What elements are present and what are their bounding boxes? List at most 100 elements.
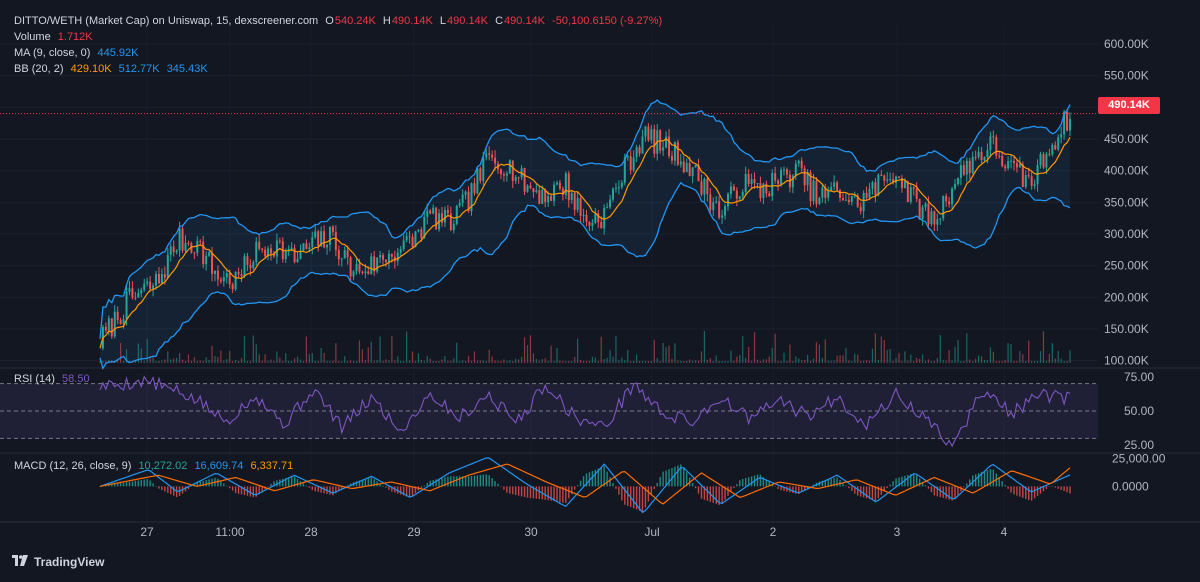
time-axis-label: 29 [407,525,421,539]
symbol-legend: DITTO/WETH (Market Cap) on Uniswap, 15, … [14,14,666,28]
volume-bar [373,360,375,363]
volume-bar [806,354,809,363]
macd-histogram-bar [983,471,986,487]
macd-histogram-bar [659,476,661,487]
candle-body [662,147,665,151]
time-axis-label: Jul [644,525,659,539]
candle-body [1066,111,1069,131]
candle-body [426,210,429,217]
volume-bar [173,358,175,363]
volume-bar [762,359,764,363]
volume-bar [296,356,299,363]
macd-histogram-bar [668,469,670,487]
candle-body [880,174,883,176]
volume-bar [759,360,762,363]
candle-body [697,164,700,182]
macd-histogram-bar [966,483,968,487]
macd-histogram-bar [591,471,594,487]
volume-bar [417,353,420,363]
volume-bar [164,359,166,363]
macd-histogram-bar [229,486,231,489]
macd-histogram-bar [456,476,458,487]
volume-bar [674,343,676,363]
candle-body [865,192,868,198]
macd-histogram-bar [641,486,644,512]
macd-histogram-bar [429,480,431,487]
candle-body [959,165,962,178]
rsi-axis-label: 50.00 [1124,404,1154,418]
candle-body [794,163,797,176]
macd-histogram-bar [874,486,877,501]
volume-bar [594,357,596,363]
macd-histogram-bar [774,486,776,487]
macd-histogram-bar [892,481,894,487]
macd-histogram-bar [889,484,891,487]
candle-body [211,252,214,274]
candle-body [844,199,847,201]
candle-body [364,271,367,273]
macd-histogram-bar [461,476,464,487]
candle-body [862,192,865,212]
volume-bar [547,360,549,363]
candle-body [638,147,641,154]
candle-body [122,319,125,324]
candle-body [712,202,715,211]
candle-body [647,126,650,141]
candle-body [429,210,432,214]
macd-histogram-bar [768,481,770,487]
volume-bar [352,360,355,363]
macd-histogram-bar [762,477,765,487]
candle-body [780,169,783,184]
candle-body [547,196,550,203]
volume-bar [326,360,328,363]
volume-bar [792,360,794,363]
volume-bar [255,344,257,363]
candle-body [491,154,494,158]
macd-histogram-bar [382,485,384,487]
macd-histogram-bar [712,486,714,503]
volume-bar [329,360,331,363]
macd-histogram-bar [338,486,340,492]
candle-body [582,214,585,216]
volume-bar [550,345,552,363]
macd-histogram-bar [671,468,673,487]
macd-histogram-bar [579,480,582,487]
macd-histogram-bar [237,486,240,494]
volume-bar [972,361,974,363]
candle-body [314,231,317,238]
candle-body [508,160,511,174]
volume-bar [473,351,476,363]
macd-histogram-bar [202,480,204,487]
macd-histogram-bar [308,486,311,488]
candle-body [803,168,806,186]
candle-body [544,189,547,203]
macd-histogram-bar [243,486,246,496]
volume-bar [509,360,511,363]
volume-bar [700,351,703,363]
macd-histogram-bar [895,478,897,487]
volume-bar [341,360,343,363]
volume-bar [895,358,897,363]
volume-bar [467,355,470,363]
candle-body [721,215,724,218]
volume-bar [986,360,989,363]
macd-histogram-bar [370,477,372,487]
candle-body [679,161,682,165]
high-value: 490.14K [391,15,433,27]
candle-body [841,197,844,201]
volume-bar [155,360,157,363]
volume-bar [134,360,136,363]
macd-histogram-bar [665,470,667,487]
volume-bar [907,360,909,363]
signal-line [99,463,1071,505]
macd-histogram-bar [346,485,349,487]
candle-body [570,193,573,201]
macd-histogram-bar [854,486,856,494]
volume-bar [656,358,658,363]
tradingview-footer[interactable]: TradingView [12,553,104,571]
time-axis-label: 30 [524,525,538,539]
macd-histogram-bar [765,479,768,487]
macd-histogram-bar [945,486,947,499]
